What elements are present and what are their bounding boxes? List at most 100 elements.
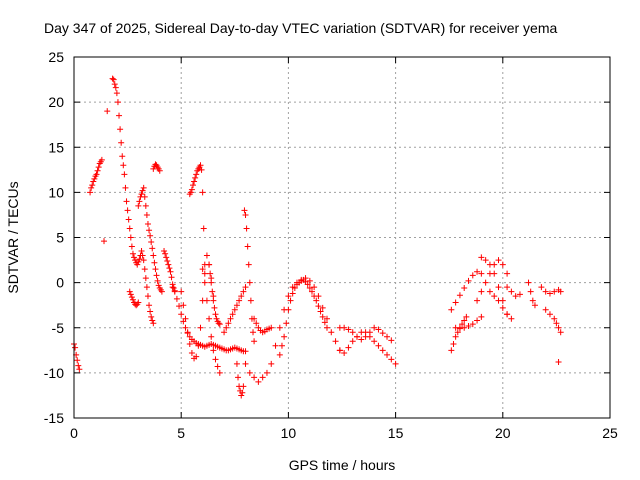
y-tick-label: -5: [52, 320, 65, 336]
data-point: [207, 270, 214, 277]
data-point: [117, 126, 124, 133]
data-point: [121, 171, 128, 178]
data-point: [276, 324, 283, 331]
data-point: [91, 175, 98, 182]
data-point: [311, 284, 318, 291]
data-point: [143, 284, 150, 291]
data-point: [246, 369, 253, 376]
data-point: [469, 321, 476, 328]
data-point: [304, 281, 311, 288]
data-point: [555, 324, 562, 331]
data-point: [375, 342, 382, 349]
data-point: [126, 225, 133, 232]
data-point: [180, 302, 187, 309]
data-point: [321, 319, 328, 326]
data-point: [101, 238, 108, 245]
data-point: [546, 311, 553, 318]
data-point: [200, 225, 207, 232]
data-point: [150, 320, 157, 327]
data-point: [166, 265, 173, 272]
data-point: [208, 333, 215, 340]
data-point: [214, 363, 221, 370]
data-point: [94, 167, 101, 174]
data-point: [173, 295, 180, 302]
data-point: [135, 258, 142, 265]
series-arc-07: [161, 248, 178, 294]
data-point: [289, 290, 296, 297]
y-tick-label: 25: [48, 49, 64, 65]
data-point: [168, 274, 175, 281]
data-point: [358, 336, 365, 343]
data-point: [454, 329, 461, 336]
data-point: [120, 162, 127, 169]
data-point: [114, 99, 121, 106]
data-point: [193, 353, 200, 360]
data-point: [87, 189, 94, 196]
data-point: [136, 256, 143, 263]
series-arc-05: [135, 184, 165, 295]
data-point: [186, 340, 193, 347]
data-point: [188, 186, 195, 193]
data-point: [313, 297, 320, 304]
data-point: [319, 313, 326, 320]
y-tick-label: 0: [56, 275, 64, 291]
data-point: [384, 351, 391, 358]
data-point: [138, 248, 145, 255]
data-point: [150, 252, 157, 259]
data-point: [147, 232, 154, 239]
data-point: [366, 329, 373, 336]
series-arc-04: [126, 288, 142, 309]
data-point: [499, 304, 506, 311]
data-point: [178, 311, 185, 318]
data-point: [379, 347, 386, 354]
data-point: [491, 293, 498, 300]
series-arc-27: [504, 284, 523, 300]
data-point: [149, 245, 156, 252]
data-point: [143, 211, 150, 218]
data-point: [276, 351, 283, 358]
data-point: [538, 284, 545, 291]
data-point: [247, 297, 254, 304]
data-point: [127, 234, 134, 241]
data-point: [551, 288, 558, 295]
data-point: [362, 333, 369, 340]
data-point: [323, 324, 330, 331]
data-point: [542, 288, 549, 295]
series-arc-12: [206, 261, 223, 328]
data-point: [474, 268, 481, 275]
y-tick-label: -10: [44, 365, 64, 381]
data-point: [349, 329, 356, 336]
data-point: [112, 84, 119, 91]
data-point: [146, 302, 153, 309]
series-arc-28: [525, 279, 538, 309]
data-point: [504, 311, 511, 318]
data-point: [104, 108, 111, 115]
data-point: [531, 302, 538, 309]
data-point: [242, 360, 249, 367]
x-axis-title: GPS time / hours: [289, 457, 396, 473]
data-point: [332, 338, 339, 345]
data-point: [474, 317, 481, 324]
data-point: [206, 315, 213, 322]
data-point: [495, 297, 502, 304]
data-point: [148, 313, 155, 320]
data-point: [461, 324, 468, 331]
data-point: [140, 184, 147, 191]
data-point: [149, 317, 156, 324]
data-point: [242, 211, 249, 218]
data-point: [128, 294, 135, 301]
data-point: [141, 266, 148, 273]
data-point: [146, 227, 153, 234]
data-point: [151, 259, 158, 266]
series-isolated-2: [555, 359, 562, 366]
data-point: [371, 324, 378, 331]
series-arc-24: [474, 257, 511, 304]
data-point: [158, 288, 165, 295]
series-arc-26: [486, 288, 515, 322]
data-point: [195, 342, 202, 349]
data-point: [336, 347, 343, 354]
data-point: [203, 252, 210, 259]
data-point: [452, 333, 459, 340]
data-point: [317, 308, 324, 315]
data-point: [384, 333, 391, 340]
